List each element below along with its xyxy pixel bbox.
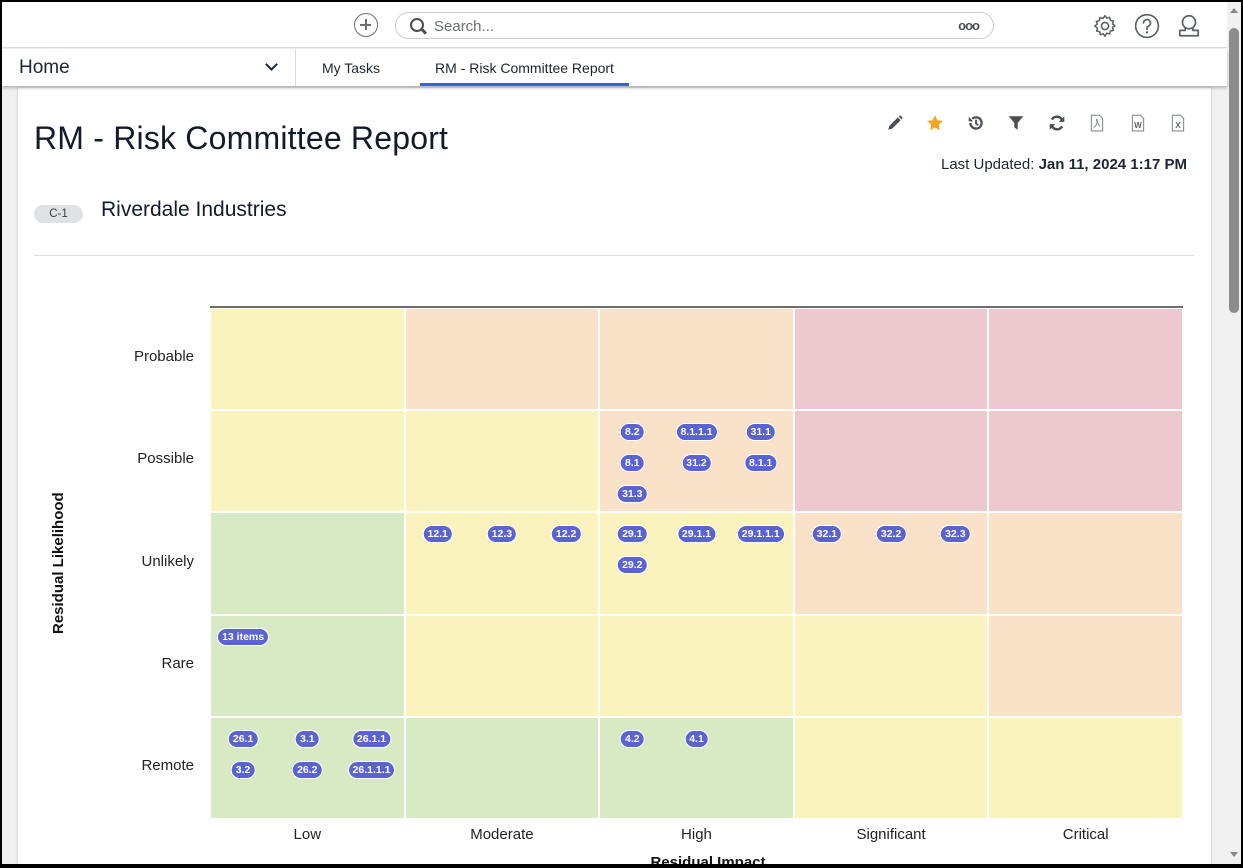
favorite-star-icon[interactable]	[926, 114, 944, 132]
scroll-up-arrow-icon[interactable]	[1230, 8, 1238, 13]
refresh-icon[interactable]	[1048, 114, 1066, 132]
risk-item-pill[interactable]: 31.1	[745, 423, 776, 442]
x-axis-label: Residual Impact	[650, 854, 766, 864]
risk-item-pill[interactable]: 12.2	[550, 525, 582, 544]
last-updated-value: Jan 11, 2024 1:17 PM	[1038, 156, 1187, 173]
risk-item-pill[interactable]: 29.2	[617, 556, 648, 575]
y-tick-label: Possible	[137, 450, 194, 468]
heatmap-cell	[988, 614, 1183, 717]
x-tick-label: Low	[293, 826, 322, 843]
top-bar: ooo	[2, 2, 1227, 48]
x-tick-label: Critical	[1062, 826, 1109, 843]
risk-item-pill[interactable]: 13 items	[217, 627, 270, 646]
heatmap-cell	[404, 308, 600, 411]
organization-name: Riverdale Industries	[101, 198, 287, 221]
risk-item-pill[interactable]: 29.1	[617, 525, 648, 544]
risk-item-pill[interactable]: 32.3	[940, 525, 971, 544]
risk-item-pill[interactable]: 26.1.1	[351, 729, 392, 748]
nav-bar: Home My Tasks RM - Risk Committee Report	[2, 49, 1227, 86]
risk-item-pill[interactable]: 8.1	[619, 454, 645, 473]
x-tick-label: High	[681, 826, 712, 843]
search-icon	[410, 18, 424, 32]
divider	[34, 255, 1194, 256]
chevron-down-icon	[265, 58, 278, 71]
heatmap-cell	[210, 410, 405, 513]
x-tick-label: Significant	[856, 826, 926, 843]
export-word-icon[interactable]: W	[1129, 114, 1147, 132]
y-tick-label: Unlikely	[141, 552, 194, 570]
svg-text:X: X	[1175, 121, 1181, 130]
home-label: Home	[19, 57, 70, 78]
heatmap-cell	[988, 512, 1183, 615]
heatmap-cell	[793, 614, 989, 717]
risk-heatmap: 8.2 8.1.1.1 31.1 8.1 31.2 8.1.1 31.3 12.1 12.3 12…	[210, 306, 1183, 819]
add-icon[interactable]	[354, 13, 378, 37]
heatmap-cell	[793, 308, 989, 411]
risk-item-pill[interactable]: 26.2	[292, 760, 323, 779]
risk-item-pill[interactable]: 12.1	[422, 525, 453, 544]
heatmap-cell	[793, 716, 989, 819]
heatmap-cell	[210, 308, 405, 411]
export-pdf-icon[interactable]	[1088, 114, 1106, 132]
history-icon[interactable]	[967, 114, 985, 132]
heatmap-cell	[988, 308, 1183, 411]
y-tick-label: Probable	[133, 348, 194, 366]
heatmap-cell	[404, 410, 600, 513]
gear-icon[interactable]	[1092, 13, 1118, 39]
heatmap-cell	[988, 410, 1183, 513]
heatmap-cell	[210, 512, 405, 615]
scroll-down-arrow-icon[interactable]	[1230, 852, 1238, 857]
heatmap-cell	[793, 410, 989, 513]
risk-item-pill[interactable]: 4.1	[684, 729, 709, 748]
heatmap-cell	[988, 716, 1183, 819]
risk-item-pill[interactable]: 3.2	[230, 760, 256, 779]
report-card: RM - Risk Committee Report W X Last Upda…	[18, 88, 1211, 864]
risk-item-pill[interactable]: 31.3	[617, 485, 648, 504]
risk-item-pill[interactable]: 26.1	[227, 729, 259, 748]
help-icon[interactable]	[1134, 13, 1160, 39]
heatmap-cell	[404, 614, 600, 717]
risk-item-pill[interactable]: 31.2	[681, 454, 712, 473]
heatmap-cell	[404, 716, 600, 819]
export-excel-icon[interactable]: X	[1169, 114, 1187, 132]
record-badge: C-1	[34, 205, 83, 223]
home-dropdown[interactable]: Home	[2, 49, 296, 86]
search-box[interactable]: ooo	[395, 12, 994, 39]
heatmap-cell	[599, 308, 794, 411]
risk-item-pill[interactable]: 4.2	[619, 729, 645, 748]
filter-icon[interactable]	[1007, 114, 1025, 132]
risk-item-pill[interactable]: 32.1	[811, 525, 843, 544]
last-updated-label: Last Updated:	[940, 156, 1035, 173]
risk-item-pill[interactable]: 29.1.1.1	[736, 525, 785, 544]
risk-item-pill[interactable]: 8.2	[619, 423, 645, 442]
risk-item-pill[interactable]: 26.1.1.1	[347, 760, 396, 779]
risk-item-pill[interactable]: 8.1.1.1	[675, 423, 718, 442]
y-tick-label: Rare	[161, 654, 194, 672]
risk-item-pill[interactable]: 12.3	[486, 525, 518, 544]
svg-text:W: W	[1134, 121, 1142, 130]
scroll-thumb[interactable]	[1229, 28, 1239, 313]
search-input[interactable]	[434, 16, 914, 36]
edit-icon[interactable]	[886, 114, 904, 132]
tab-risk-committee-report[interactable]: RM - Risk Committee Report	[420, 49, 629, 86]
last-updated: Last Updated: Jan 11, 2024 1:17 PM	[941, 156, 1187, 173]
tab-my-tasks[interactable]: My Tasks	[321, 60, 381, 76]
vertical-scrollbar[interactable]	[1227, 2, 1241, 864]
risk-item-pill[interactable]: 32.2	[875, 525, 907, 544]
x-tick-label: Moderate	[470, 826, 534, 843]
heatmap-cell	[599, 614, 794, 717]
risk-item-pill[interactable]: 29.1.1	[676, 525, 717, 544]
risk-item-pill[interactable]: 8.1.1	[744, 454, 778, 473]
user-icon[interactable]	[1176, 13, 1202, 39]
more-icon[interactable]: ooo	[958, 18, 980, 33]
y-axis-label: Residual Likelihood	[50, 492, 67, 634]
risk-item-pill[interactable]: 3.1	[294, 729, 320, 748]
y-tick-label: Remote	[141, 756, 194, 774]
page-title: RM - Risk Committee Report	[34, 120, 449, 156]
